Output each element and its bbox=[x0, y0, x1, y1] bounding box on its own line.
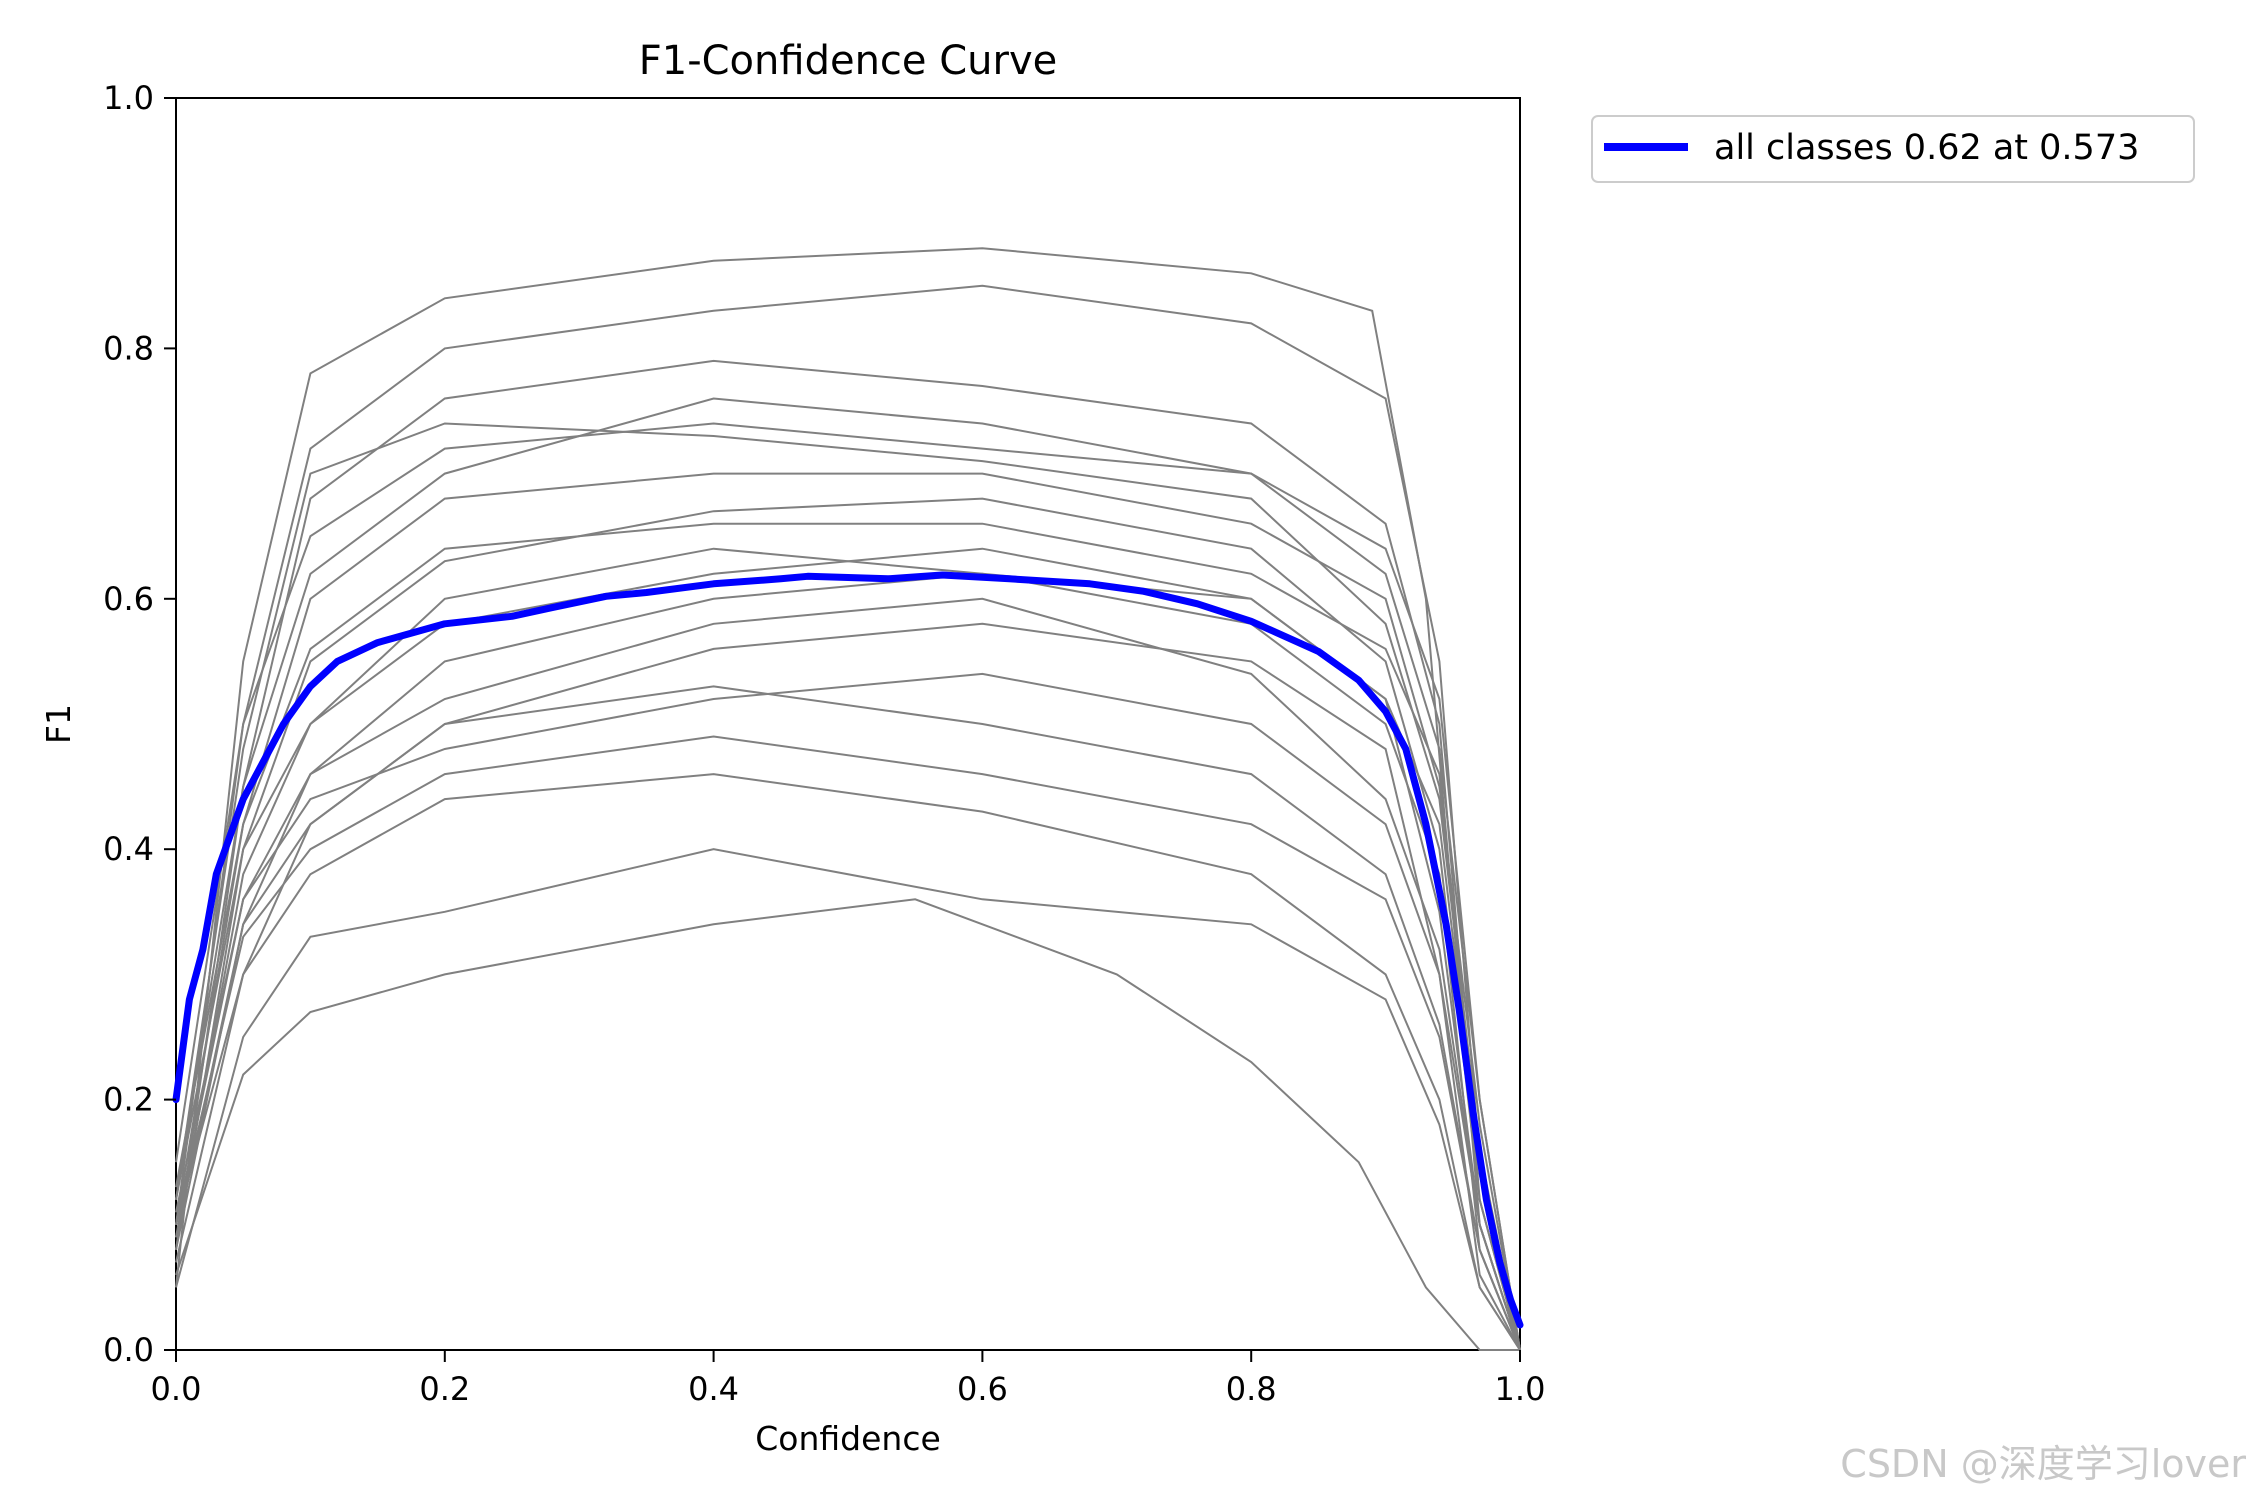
class-curve-12 bbox=[175, 773, 1521, 1351]
class-curve-17 bbox=[175, 685, 1521, 1351]
y-axis-label: F1 bbox=[39, 704, 78, 744]
class-curve-10 bbox=[175, 672, 1521, 1351]
legend-label: all classes 0.62 at 0.573 bbox=[1714, 128, 2139, 168]
watermark: CSDN @深度学习lover bbox=[1840, 1442, 2246, 1486]
class-curve-9 bbox=[175, 622, 1521, 1351]
y-tick-label: 0.0 bbox=[103, 1331, 154, 1369]
legend: all classes 0.62 at 0.573 bbox=[1591, 115, 2195, 183]
x-axis-label: Confidence bbox=[755, 1419, 941, 1458]
class-curve-4 bbox=[175, 422, 1521, 1351]
class-curve-14 bbox=[175, 898, 1520, 1351]
y-tick-label: 0.6 bbox=[103, 580, 154, 618]
x-tick-label: 1.0 bbox=[1495, 1370, 1546, 1408]
y-tick-label: 0.8 bbox=[103, 329, 154, 367]
x-tick-label: 0.8 bbox=[1226, 1370, 1277, 1408]
legend-box bbox=[1591, 115, 2195, 183]
class-curve-20 bbox=[175, 597, 1521, 1351]
chart-title: F1-Confidence Curve bbox=[639, 38, 1058, 84]
x-tick-label: 0.4 bbox=[688, 1370, 739, 1408]
class-curve-3 bbox=[175, 359, 1521, 1351]
x-tick-label: 0.6 bbox=[957, 1370, 1008, 1408]
y-tick-label: 0.2 bbox=[103, 1081, 154, 1119]
x-axis-ticks: 0.0 0.2 0.4 0.6 0.8 1.0 bbox=[151, 1350, 1546, 1408]
plot-frame bbox=[175, 97, 1521, 1351]
x-tick-label: 0.0 bbox=[151, 1370, 202, 1408]
class-curve-15 bbox=[175, 397, 1521, 1351]
class-curve-19 bbox=[175, 522, 1521, 1351]
class-curve-13 bbox=[175, 848, 1521, 1351]
class-curve-11 bbox=[175, 735, 1521, 1351]
all-classes-curve bbox=[172, 571, 1524, 1329]
y-tick-label: 0.4 bbox=[103, 830, 154, 868]
x-tick-label: 0.2 bbox=[419, 1370, 470, 1408]
y-tick-label: 1.0 bbox=[103, 79, 154, 117]
class-curve-16 bbox=[175, 547, 1521, 1351]
class-curve-1 bbox=[175, 247, 1521, 1351]
all-classes-curve-group bbox=[172, 571, 1524, 1329]
y-axis-ticks: 0.0 0.2 0.4 0.6 0.8 1.0 bbox=[103, 79, 176, 1369]
